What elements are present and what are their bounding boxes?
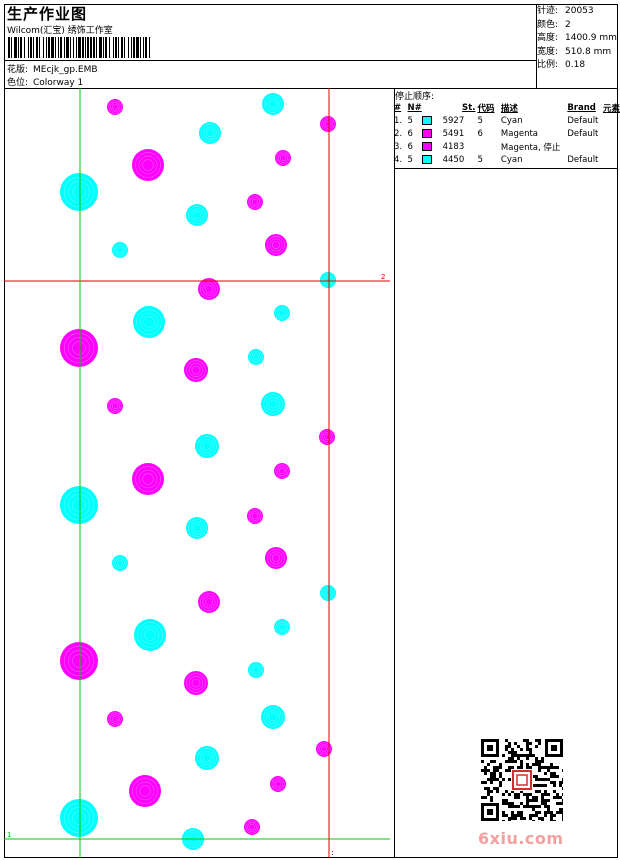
design-file-value: MEcjk_gp.EMB <box>33 65 98 75</box>
magenta-dot <box>107 711 123 727</box>
cyan-dot <box>262 93 284 115</box>
stop-row: 3. 6 4183 Magenta, 停止 <box>394 141 561 153</box>
design-file-label: 花版: <box>7 65 29 75</box>
stop-sequence-title: 停止顺序: <box>395 92 435 102</box>
magenta-dot <box>132 463 164 495</box>
stops-divider <box>394 168 618 169</box>
magenta-dot <box>184 358 208 382</box>
cyan-dot <box>60 486 98 524</box>
cyan-dot <box>60 799 98 837</box>
marker-green-h: 1 <box>7 831 11 839</box>
cyan-dot <box>261 705 285 729</box>
magenta-dot <box>270 776 286 792</box>
cyan-dot <box>112 555 128 571</box>
cyan-dot <box>261 392 285 416</box>
stat-width: 宽度: 510.8 mm <box>537 46 612 57</box>
cyan-dot <box>320 585 336 601</box>
stop-row: 4. 5 4450 5 Cyan Default <box>394 154 599 165</box>
cyan-dot <box>274 619 290 635</box>
magenta-dot <box>107 398 123 414</box>
color-swatch <box>421 154 432 164</box>
color-swatch <box>421 128 432 138</box>
cyan-dot <box>274 305 290 321</box>
stat-scale: 比例: 0.18 <box>537 60 586 70</box>
cyan-dot <box>195 434 219 458</box>
colorway-label: 色位: <box>7 78 29 88</box>
cyan-dot <box>112 242 128 258</box>
company-name: Wilcom(汇宝) 绣饰工作室 <box>7 26 113 36</box>
cyan-dot <box>248 349 264 365</box>
stat-colors: 颜色: 2 <box>537 19 571 30</box>
stats-panel: 针迹: 20053 颜色: 2 高度: 1400.9 mm 宽度: 510.8 mm 比… <box>537 5 617 73</box>
magenta-dot <box>244 819 260 835</box>
barcode-divider <box>4 60 536 61</box>
magenta-dot <box>198 591 220 613</box>
qr-code <box>481 739 563 821</box>
cyan-dot <box>60 173 98 211</box>
magenta-dot <box>316 741 332 757</box>
seal-icon <box>512 770 532 790</box>
colorway-value: Colorway 1 <box>33 78 84 88</box>
magenta-dot <box>275 150 291 166</box>
stats-divider <box>536 4 537 88</box>
stop-table-header: # N# St. 代码 描述 Brand 元素 <box>394 102 620 114</box>
magenta-dot <box>60 642 98 680</box>
magenta-dot <box>247 508 263 524</box>
stop-row: 1. 5 5927 5 Cyan Default <box>394 115 599 126</box>
panel-divider <box>394 88 395 858</box>
magenta-dot <box>184 671 208 695</box>
barcode <box>8 37 150 58</box>
cyan-dot <box>134 619 166 651</box>
magenta-dot <box>198 278 220 300</box>
marker-red-h: 2 <box>381 273 385 281</box>
magenta-dot <box>319 429 335 445</box>
page-frame <box>4 4 618 858</box>
stop-row: 2. 6 5491 6 Magenta Default <box>394 128 599 139</box>
cyan-dot <box>320 272 336 288</box>
color-swatch <box>421 141 432 151</box>
cyan-dot <box>199 122 221 144</box>
cyan-dot <box>248 662 264 678</box>
magenta-dot <box>132 149 164 181</box>
design-file-line: 花版: MEcjk_gp.EMB <box>7 62 98 75</box>
watermark: 6xiu.com <box>478 829 564 848</box>
magenta-dot <box>320 116 336 132</box>
colorway-line: 色位: Colorway 1 <box>7 75 83 88</box>
marker-red-v: : <box>331 848 334 857</box>
magenta-dot <box>265 547 287 569</box>
header-divider <box>4 88 618 89</box>
stop-sequence-table: # N# St. 代码 描述 Brand 元素 1. 5 5927 5 Cyan Def… <box>394 101 620 166</box>
magenta-dot <box>107 99 123 115</box>
magenta-dot <box>129 775 161 807</box>
cyan-dot <box>186 517 208 539</box>
color-swatch <box>421 115 432 125</box>
stat-stitches: 针迹: 20053 <box>537 6 594 16</box>
design-canvas: 2 1 : <box>4 88 390 858</box>
cyan-dot <box>195 746 219 770</box>
magenta-dot <box>247 194 263 210</box>
cyan-dot <box>186 204 208 226</box>
stat-height: 高度: 1400.9 mm <box>537 33 617 43</box>
cyan-dot <box>133 306 165 338</box>
page-title: 生产作业图 <box>7 5 88 23</box>
magenta-dot <box>274 463 290 479</box>
magenta-dot <box>265 234 287 256</box>
magenta-dot <box>60 329 98 367</box>
